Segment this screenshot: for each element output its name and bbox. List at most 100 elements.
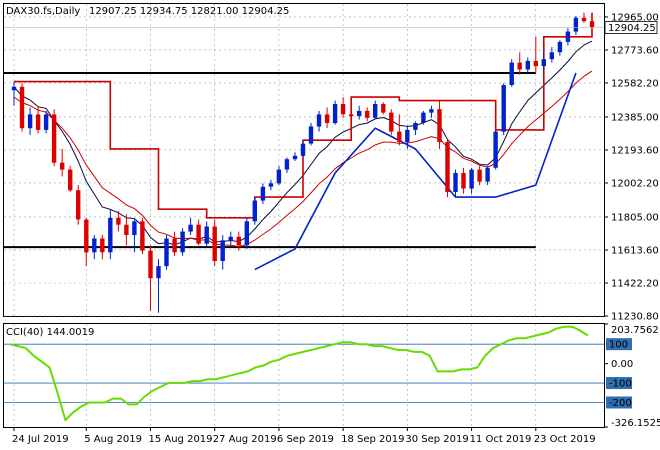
candle-body	[140, 221, 145, 251]
candle-body	[437, 109, 442, 142]
candle-body	[260, 186, 266, 201]
cci-tick-label: 0.00	[611, 359, 633, 370]
price-axis: 12965.00 12773.60 12582.20 12385.00 12193.60…	[4, 12, 659, 323]
time-axis: 24 Jul 2019 5 Aug 2019 15 Aug 2019 27 Aug 2…	[12, 427, 596, 445]
cci-plot-frame	[3, 323, 605, 428]
cci-level-box	[606, 396, 632, 409]
candle-body	[541, 59, 546, 67]
candle-body	[413, 123, 418, 130]
candle-body	[292, 155, 298, 160]
time-tick-label: 11 Oct 2019	[470, 434, 532, 445]
candle-body	[284, 159, 290, 170]
lower-channel-line	[254, 72, 577, 271]
price-tick-label: 12965.00	[611, 12, 659, 23]
candle-body	[276, 169, 282, 184]
cci-tick-label: -100	[609, 379, 632, 390]
price-tick-label: 11422.20	[611, 278, 659, 289]
candle-body	[244, 221, 249, 246]
cci-level-box	[606, 377, 632, 390]
main-plot-frame	[3, 3, 605, 317]
candle-body	[252, 200, 257, 222]
candle-body	[124, 224, 129, 235]
price-tick-label: 12002.20	[611, 178, 659, 189]
time-tick-label: 30 Sep 2019	[405, 434, 468, 445]
price-tick-label: 11230.80	[611, 312, 659, 323]
candle-body	[533, 60, 538, 67]
candle-body	[501, 85, 506, 132]
chart-title: DAX30.fs,Daily	[6, 6, 80, 17]
candle-body	[581, 17, 587, 22]
price-tick-label: 12773.60	[611, 45, 659, 56]
time-tick-label: 24 Jul 2019	[12, 434, 69, 445]
cci-indicator: 203.7562 100 0.00 -100 -200 -326.1525	[4, 323, 660, 429]
candle-body	[212, 226, 217, 261]
candle-body	[43, 114, 49, 130]
candle-body	[236, 236, 241, 246]
candle-body	[493, 131, 498, 168]
cci-label: CCI(40) 144.0019	[6, 327, 94, 338]
candle-body	[573, 17, 579, 32]
candle-body	[421, 112, 426, 123]
candle-body	[108, 217, 113, 253]
cci-tick-label: 203.7562	[611, 325, 659, 336]
candle-body	[220, 240, 225, 261]
price-tick-label: 11805.00	[611, 212, 659, 223]
candle-body	[477, 169, 482, 182]
candle-body	[180, 231, 185, 253]
candle-body	[100, 238, 105, 253]
candle-body	[445, 142, 450, 192]
candle-body	[365, 110, 370, 118]
candle-body	[35, 114, 41, 130]
candle-body	[51, 114, 57, 163]
candle-body	[324, 114, 330, 123]
ohlc-header: 12907.25 12934.75 12821.00 12904.25	[89, 6, 289, 17]
cci-tick-label: -200	[609, 398, 632, 409]
candle-body	[300, 143, 306, 156]
candle-body	[204, 226, 209, 244]
candle-body	[389, 112, 394, 132]
candle-body	[172, 238, 177, 253]
price-tick-label: 12385.00	[611, 112, 659, 123]
upper-channel-line	[14, 12, 593, 219]
candle-body	[27, 114, 33, 129]
candle-body	[589, 21, 595, 28]
candle-body	[60, 162, 65, 170]
candle-body	[453, 173, 458, 192]
candle-body	[557, 41, 563, 53]
price-tick-label: 11613.60	[611, 245, 659, 256]
candle-body	[268, 183, 274, 187]
price-tick-label: 12193.60	[611, 145, 659, 156]
cci-line	[9, 325, 589, 422]
candle-body	[340, 104, 346, 115]
time-tick-label: 18 Sep 2019	[341, 434, 404, 445]
time-tick-label: 15 Aug 2019	[148, 434, 212, 445]
candle-body	[19, 86, 25, 129]
candlesticks	[11, 12, 595, 313]
cci-tick-label: 100	[609, 340, 628, 351]
candle-body	[76, 190, 81, 220]
candle-body	[116, 217, 121, 225]
candle-body	[509, 62, 514, 85]
price-tick-label: 12582.20	[611, 78, 659, 89]
candle-body	[429, 109, 434, 113]
candle-body	[68, 169, 73, 191]
time-tick-label: 5 Aug 2019	[84, 434, 142, 445]
candle-body	[156, 266, 161, 279]
candle-body	[461, 173, 466, 189]
candle-body	[349, 114, 354, 117]
candle-body	[525, 60, 530, 70]
cci-tick-label: -326.1525	[611, 418, 660, 429]
time-tick-label: 23 Oct 2019	[534, 434, 596, 445]
candle-body	[308, 126, 314, 144]
candle-body	[357, 110, 362, 117]
candle-body	[132, 221, 137, 236]
candle-body	[565, 31, 571, 42]
candle-body	[84, 219, 89, 253]
candle-body	[549, 52, 554, 60]
candle-body	[148, 250, 153, 279]
candle-body	[11, 86, 17, 91]
cci-level-box	[606, 338, 632, 351]
candle-body	[373, 104, 378, 118]
main-grid	[4, 4, 604, 427]
